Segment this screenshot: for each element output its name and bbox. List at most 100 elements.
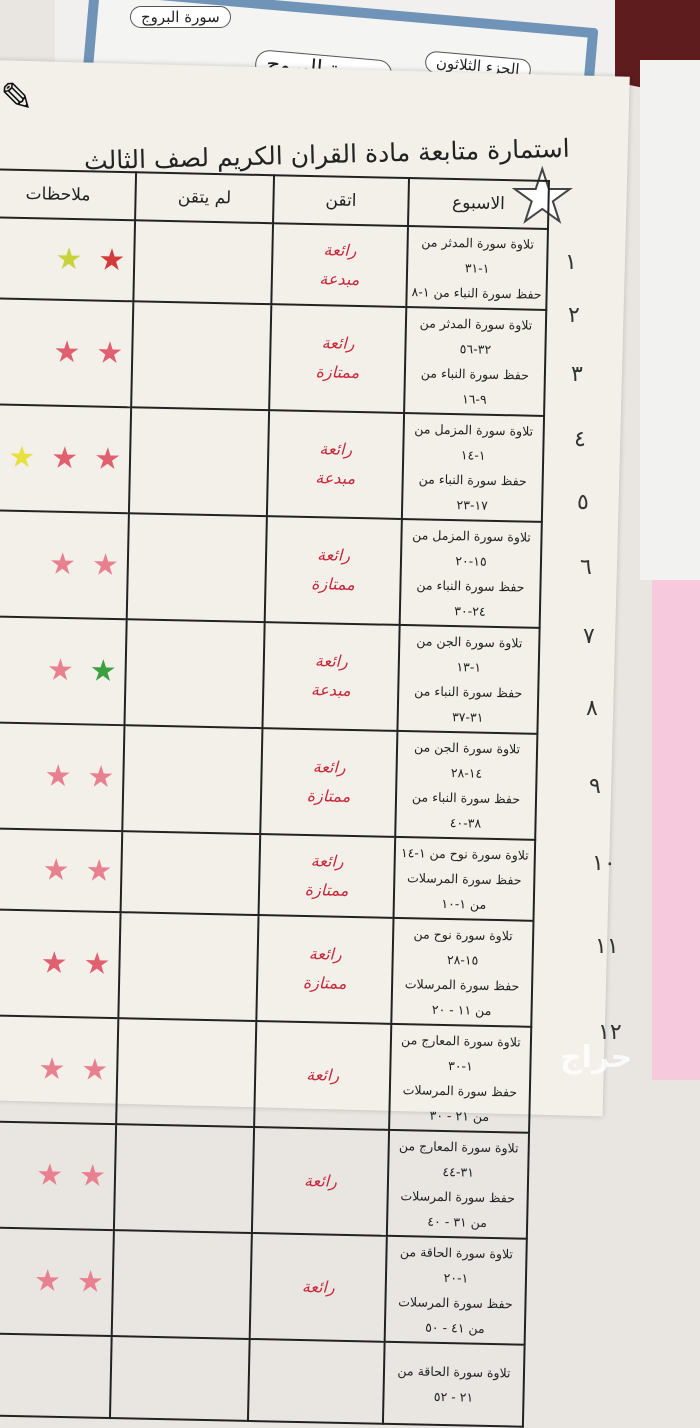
sticker-star-icon: ★	[85, 852, 113, 889]
handwritten-grade: مبدعة	[319, 268, 360, 289]
notes-cell: ★★	[0, 510, 129, 620]
tracking-table: الاسبوع اتقن لم يتقن ملاحظات تلاوة سورة …	[0, 168, 550, 1428]
week-number: ١٠	[592, 851, 616, 876]
week-number: ٣	[571, 362, 583, 387]
sticker-star-icon: ★	[78, 1158, 107, 1194]
handwritten-grade: رائعة	[306, 1064, 340, 1085]
lesson-line: حفظ سورة النباء من ١-٨	[411, 284, 542, 302]
handwritten-grade: رائعة	[312, 757, 346, 778]
notes-cell	[0, 1332, 112, 1419]
sticker-star-icon: ★	[42, 852, 70, 888]
table-row: تلاوة سورة نوح من ١-١٤ حفظ سورة المرسلات …	[0, 827, 536, 921]
handwritten-grade: ممتازة	[302, 973, 347, 993]
table-row: تلاوة سورة المعارج من ١-٣٠ حفظ سورة المرس…	[0, 1014, 532, 1133]
surah-label-small: سورة البروج	[130, 6, 231, 28]
header-notes: ملاحظات	[0, 169, 137, 221]
not-mastered-cell	[120, 831, 261, 916]
header-week: الاسبوع	[408, 178, 549, 229]
week-cell: تلاوة سورة المعارج من ٣١-٤٤ حفظ سورة المر…	[386, 1129, 530, 1239]
notes-cell: ★★	[0, 217, 136, 302]
mastered-cell: رائعة ممتازة	[260, 728, 398, 837]
header-not-mastered: لم يتقن	[135, 172, 275, 224]
lesson-line: تلاوة سورة الجن من ١٤-٢٨	[413, 739, 521, 781]
lesson-line: حفظ سورة النباء من ٢٤-٣٠	[416, 577, 525, 619]
notes-cell: ★★	[0, 721, 125, 832]
handwritten-grade: رائعة	[319, 439, 353, 460]
header-mastered: اتقن	[273, 175, 410, 227]
week-number: ٨	[586, 696, 598, 721]
mastered-cell: رائعة ممتازة	[269, 304, 407, 413]
notes-cell: ★ ★ ★	[0, 404, 132, 514]
handwritten-grade: رائعة	[321, 333, 355, 354]
table-row: تلاوة سورة الجن من ١-١٣ حفظ سورة النباء م…	[0, 615, 540, 734]
handwritten-grade: ممتازة	[304, 879, 349, 900]
table-row: تلاوة سورة المدثر من ١-٣١ حفظ سورة النباء…	[0, 217, 548, 310]
lesson-line: حفظ سورة النباء من ٣٨-٤٠	[411, 789, 521, 831]
table-row: تلاوة سورة الحاقة من ١-٢٠ حفظ سورة المرسل…	[0, 1226, 527, 1345]
pink-paper	[652, 580, 700, 1080]
notes-cell: ★★	[0, 827, 123, 913]
lesson-line: حفظ سورة المرسلات من ١١ - ٢٠	[404, 976, 520, 1018]
sticker-star-icon: ★	[50, 440, 79, 477]
handwritten-grade: رائعة	[323, 239, 357, 260]
week-number: ١	[565, 250, 577, 275]
sticker-star-icon: ★	[7, 439, 36, 476]
table-row: تلاوة سورة المعارج من ٣١-٤٤ حفظ سورة المر…	[0, 1120, 530, 1239]
mastered-cell: رائعة مبدعة	[262, 622, 400, 731]
week-number: ٢	[568, 302, 580, 328]
mastered-cell	[247, 1338, 385, 1424]
sticker-star-icon: ★	[83, 946, 111, 982]
lesson-line: تلاوة سورة المدثر من ١-٣١	[421, 234, 535, 276]
sticker-star-icon: ★	[46, 652, 75, 689]
table-row: تلاوة سورة المزمل من ١٥-٢٠ حفظ سورة النبا…	[0, 510, 542, 628]
not-mastered-cell	[126, 513, 267, 623]
week-number: ٩	[589, 773, 601, 799]
table-row: تلاوة سورة نوح من ١٥-٢٨ حفظ سورة المرسلات…	[0, 908, 534, 1027]
lesson-line: تلاوة سورة نوح من ١٥-٢٨	[413, 926, 513, 968]
mastered-cell: رائعة	[254, 1021, 392, 1130]
sticker-star-icon: ★	[53, 334, 81, 371]
week-cell: تلاوة سورة نوح من ١-١٤ حفظ سورة المرسلات …	[393, 836, 536, 921]
not-mastered-cell	[133, 220, 274, 305]
lesson-line: تلاوة سورة الجن من ١-١٣	[416, 633, 523, 675]
week-cell: تلاوة سورة المزمل من ١٥-٢٠ حفظ سورة النبا…	[399, 518, 542, 628]
not-mastered-cell	[116, 1018, 257, 1128]
side-paper	[640, 60, 700, 580]
watermark: حراج	[560, 1040, 633, 1075]
not-mastered-cell	[122, 725, 263, 835]
week-cell: تلاوة سورة نوح من ١٥-٢٨ حفظ سورة المرسلات…	[391, 917, 534, 1027]
handwritten-grade: ممتازة	[310, 574, 355, 594]
not-mastered-cell	[109, 1336, 250, 1421]
not-mastered-cell	[131, 301, 272, 411]
lesson-line: تلاوة سورة المزمل من ١٥-٢٠	[412, 527, 532, 569]
lesson-line: تلاوة سورة نوح من ١-١٤	[400, 845, 529, 863]
sticker-star-icon: ★	[76, 1264, 105, 1300]
lesson-line: تلاوة سورة المزمل من ١-١٤	[414, 421, 534, 463]
not-mastered-cell	[111, 1230, 252, 1339]
not-mastered-cell	[128, 407, 270, 517]
table-row: تلاوة سورة المزمل من ١-١٤ حفظ سورة النباء…	[0, 404, 545, 522]
lesson-line: حفظ سورة النباء من ١٧-٢٣	[418, 471, 527, 513]
mastered-cell: رائعة ممتازة	[256, 915, 394, 1024]
week-number: ١٢	[598, 1020, 622, 1045]
mastered-cell: رائعة ممتازة	[264, 516, 402, 625]
table-row: تلاوة سورة الحاقة من ٢١ - ٥٢	[0, 1332, 525, 1427]
week-cell: تلاوة سورة الجن من ١-١٣ حفظ سورة النباء م…	[397, 624, 540, 734]
lesson-line: ٢١ - ٥٢	[433, 1388, 474, 1405]
week-number: ٧	[583, 623, 595, 649]
sticker-star-icon: ★	[55, 241, 83, 277]
handwritten-grade: رائعة	[314, 651, 349, 672]
lesson-line: تلاوة سورة المعارج من ١-٣٠	[400, 1032, 521, 1074]
lesson-line: حفظ سورة المرسلات من ١-١٠	[406, 870, 522, 912]
not-mastered-cell	[124, 619, 265, 729]
mastered-cell: رائعة ممتازة	[258, 834, 396, 918]
table-row: تلاوة سورة الجن من ١٤-٢٨ حفظ سورة النباء …	[0, 721, 538, 840]
sticker-star-icon: ★	[33, 1263, 62, 1299]
week-cell: تلاوة سورة المزمل من ١-١٤ حفظ سورة النباء…	[401, 412, 545, 522]
star-icon: ★	[509, 154, 576, 238]
sticker-star-icon: ★	[96, 335, 124, 372]
notes-cell: ★★	[0, 1226, 114, 1337]
not-mastered-cell	[113, 1124, 255, 1233]
notes-cell: ★★	[0, 615, 127, 726]
handwritten-grade: ممتازة	[315, 362, 360, 383]
